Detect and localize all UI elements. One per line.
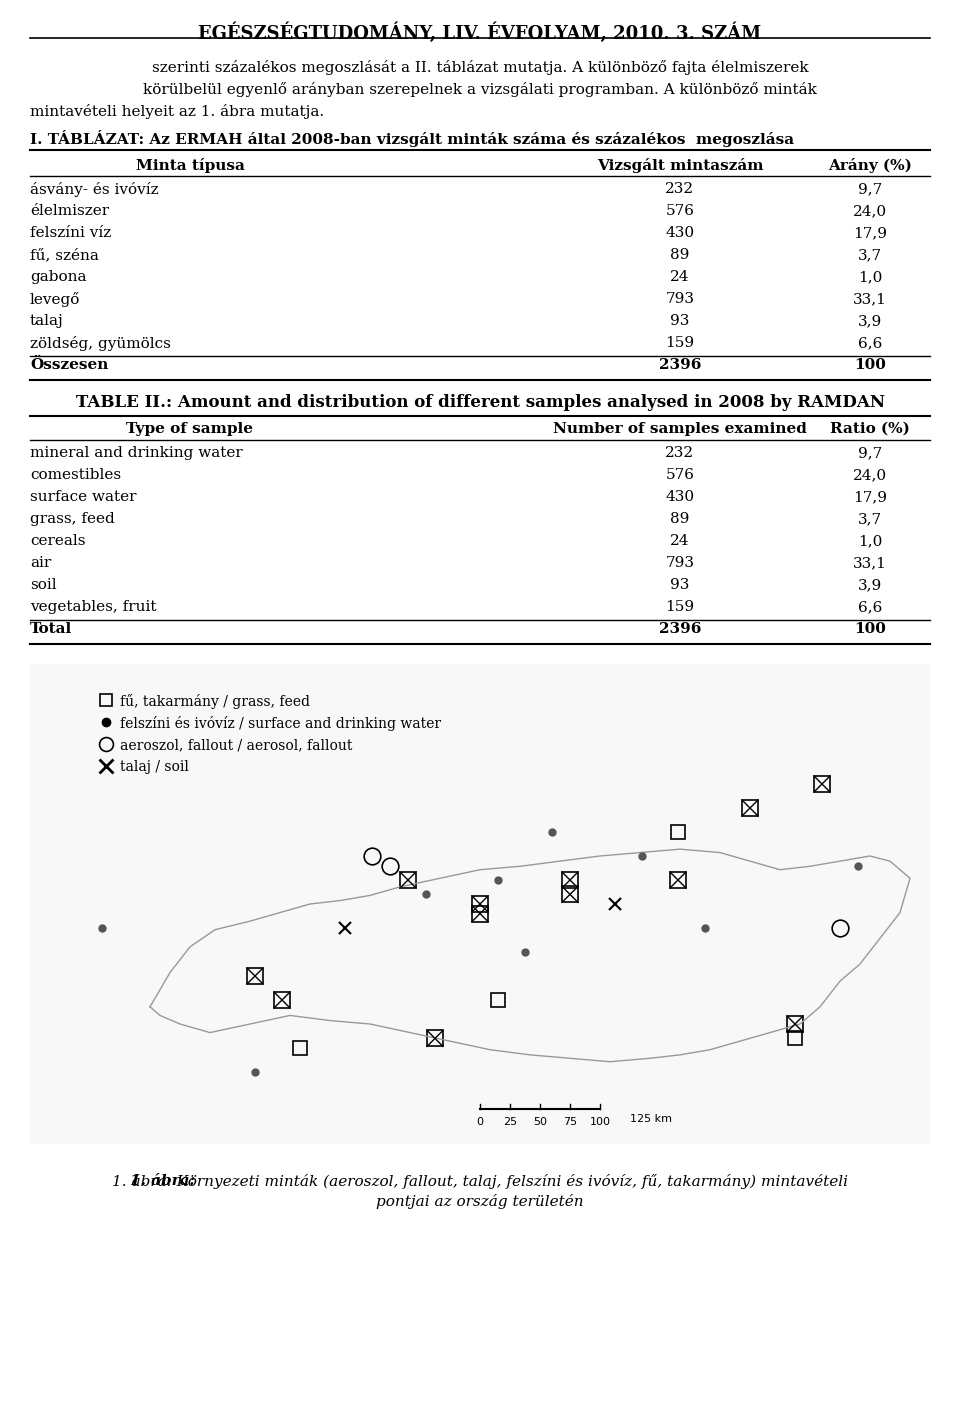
Text: levegő: levegő — [30, 292, 81, 307]
Text: cereals: cereals — [30, 534, 85, 548]
Bar — [247, 969, 263, 984]
Bar — [472, 906, 488, 922]
Text: körülbelül egyenlő arányban szerepelnek a vizsgálati programban. A különböző min: körülbelül egyenlő arányban szerepelnek … — [143, 82, 817, 98]
Text: fű, takarmány / grass, feed: fű, takarmány / grass, feed — [120, 694, 310, 709]
Bar — [274, 993, 290, 1008]
Text: 793: 793 — [665, 292, 694, 306]
Text: felszíni és ivóvíz / surface and drinking water: felszíni és ivóvíz / surface and drinkin… — [120, 716, 442, 731]
Text: 1. ábra:: 1. ábra: — [130, 1174, 195, 1188]
Text: 100: 100 — [589, 1117, 611, 1127]
Bar — [400, 872, 416, 888]
Bar — [788, 1031, 802, 1045]
Text: 100: 100 — [854, 622, 886, 636]
Text: ásvány- és ivóvíz: ásvány- és ivóvíz — [30, 183, 158, 197]
Text: élelmiszer: élelmiszer — [30, 204, 109, 218]
Text: 3,7: 3,7 — [858, 513, 882, 525]
Text: fű, széna: fű, széna — [30, 248, 99, 262]
Text: 2396: 2396 — [659, 622, 701, 636]
Text: 93: 93 — [670, 314, 689, 329]
Text: Arány (%): Arány (%) — [828, 159, 912, 173]
Bar — [787, 1017, 803, 1032]
Text: Total: Total — [30, 622, 72, 636]
Text: mineral and drinking water: mineral and drinking water — [30, 446, 243, 460]
Text: 24,0: 24,0 — [852, 469, 887, 481]
Text: surface water: surface water — [30, 490, 136, 504]
Text: talaj: talaj — [30, 314, 63, 329]
Text: 9,7: 9,7 — [858, 183, 882, 195]
Text: 89: 89 — [670, 513, 689, 525]
Text: grass, feed: grass, feed — [30, 513, 115, 525]
Text: 9,7: 9,7 — [858, 446, 882, 460]
Bar — [814, 776, 830, 792]
Text: 576: 576 — [665, 469, 694, 481]
Text: szerinti százalékos megoszlását a II. táblázat mutatja. A különböző fajta élelmi: szerinti százalékos megoszlását a II. tá… — [152, 59, 808, 75]
Bar — [293, 1041, 307, 1055]
Text: Vizsgált mintaszám: Vizsgált mintaszám — [597, 159, 763, 173]
Text: Minta típusa: Minta típusa — [135, 159, 245, 173]
Text: 1,0: 1,0 — [858, 534, 882, 548]
Text: gabona: gabona — [30, 270, 86, 285]
Text: 17,9: 17,9 — [853, 490, 887, 504]
Text: Number of samples examined: Number of samples examined — [553, 422, 807, 436]
Text: 232: 232 — [665, 446, 695, 460]
Text: 232: 232 — [665, 183, 695, 195]
Text: 125 km: 125 km — [630, 1114, 672, 1124]
Text: Type of sample: Type of sample — [127, 422, 253, 436]
Text: 100: 100 — [854, 358, 886, 372]
Text: 0: 0 — [476, 1117, 484, 1127]
Text: 24,0: 24,0 — [852, 204, 887, 218]
Text: 793: 793 — [665, 556, 694, 571]
Text: 25: 25 — [503, 1117, 517, 1127]
Text: 6,6: 6,6 — [858, 336, 882, 350]
Text: comestibles: comestibles — [30, 469, 121, 481]
Text: 93: 93 — [670, 578, 689, 592]
Text: 3,9: 3,9 — [858, 578, 882, 592]
Bar — [562, 872, 578, 888]
Bar — [742, 800, 758, 816]
Text: 75: 75 — [563, 1117, 577, 1127]
Text: EGÉSZSÉGTUDOMÁNY, LIV. ÉVFOLYAM, 2010. 3. SZÁM: EGÉSZSÉGTUDOMÁNY, LIV. ÉVFOLYAM, 2010. 3… — [199, 23, 761, 42]
Bar — [562, 886, 578, 902]
Text: 159: 159 — [665, 336, 695, 350]
Text: felszíni víz: felszíni víz — [30, 227, 111, 239]
Text: 50: 50 — [533, 1117, 547, 1127]
Text: TABLE II.: Amount and distribution of different samples analysed in 2008 by RAMD: TABLE II.: Amount and distribution of di… — [76, 394, 884, 411]
Text: 3,7: 3,7 — [858, 248, 882, 262]
Text: mintavételi helyeit az 1. ábra mutatja.: mintavételi helyeit az 1. ábra mutatja. — [30, 103, 324, 119]
Text: zöldség, gyümölcs: zöldség, gyümölcs — [30, 336, 171, 351]
Text: Összesen: Összesen — [30, 358, 108, 372]
Text: aeroszol, fallout / aerosol, fallout: aeroszol, fallout / aerosol, fallout — [120, 738, 352, 752]
Text: 17,9: 17,9 — [853, 227, 887, 239]
Text: 576: 576 — [665, 204, 694, 218]
Text: 24: 24 — [670, 270, 689, 285]
Text: 430: 430 — [665, 227, 695, 239]
Text: 1,0: 1,0 — [858, 270, 882, 285]
Text: talaj / soil: talaj / soil — [120, 760, 189, 775]
Text: 1. ábra: Környezeti minták (aeroszol, fallout, talaj, felszíni és ivóvíz, fű, ta: 1. ábra: Környezeti minták (aeroszol, fa… — [112, 1174, 848, 1189]
Text: soil: soil — [30, 578, 57, 592]
Text: 159: 159 — [665, 600, 695, 615]
Text: Ratio (%): Ratio (%) — [830, 422, 910, 436]
Text: 24: 24 — [670, 534, 689, 548]
Text: pontjai az ország területén: pontjai az ország területén — [376, 1194, 584, 1209]
Text: I. TÁBLÁZAT: Az ERMAH által 2008-ban vizsgált minták száma és százalékos  megosz: I. TÁBLÁZAT: Az ERMAH által 2008-ban viz… — [30, 130, 794, 147]
Bar — [30, 664, 930, 1144]
Bar — [491, 993, 505, 1007]
Bar — [671, 826, 685, 840]
Text: 430: 430 — [665, 490, 695, 504]
Text: 3,9: 3,9 — [858, 314, 882, 329]
Bar — [100, 694, 112, 707]
Bar — [670, 872, 686, 888]
Text: 2396: 2396 — [659, 358, 701, 372]
Text: 33,1: 33,1 — [853, 556, 887, 571]
Bar — [472, 896, 488, 912]
Bar — [427, 1031, 443, 1046]
Text: vegetables, fruit: vegetables, fruit — [30, 600, 156, 615]
Text: 33,1: 33,1 — [853, 292, 887, 306]
Text: air: air — [30, 556, 51, 571]
Text: 6,6: 6,6 — [858, 600, 882, 615]
Text: 89: 89 — [670, 248, 689, 262]
